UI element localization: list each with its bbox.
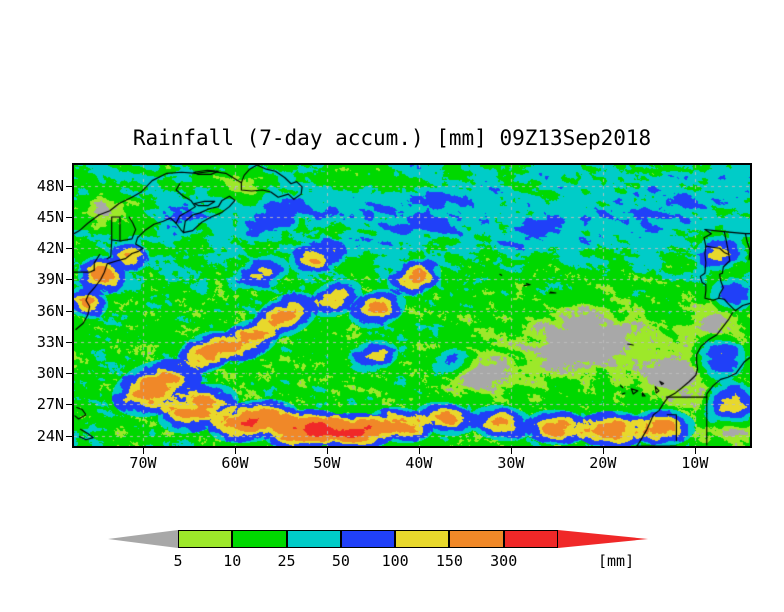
colorbar-segment [178,530,233,548]
x-axis-tick-label: 60W [221,454,249,472]
colorbar-segment [395,530,450,548]
colorbar-tick-label: 50 [331,552,350,570]
y-axis-tick-mark [66,404,72,406]
x-axis-tick-mark [326,448,328,454]
y-axis-tick-label: 48N [36,176,64,195]
x-axis-tick-mark [694,448,696,454]
colorbar-segment [286,530,341,548]
y-axis-tick-label: 39N [36,270,64,289]
colorbar-tick-label: 300 [490,552,518,570]
x-axis-tick-mark [510,448,512,454]
y-axis-tick-label: 36N [36,301,64,320]
map-plot-area [72,163,752,448]
y-axis-tick-mark [66,279,72,281]
colorbar-over-arrow [558,530,648,548]
colorbar: 5 10 25 50 100 150 300 [108,530,648,570]
x-axis-tick-label: 70W [129,454,157,472]
colorbar-segment [449,530,504,548]
x-axis-tick-mark [142,448,144,454]
x-axis-tick-label: 30W [497,454,525,472]
y-axis-tick-mark [66,341,72,343]
colorbar-segment [503,530,558,548]
colorbar-tick-label: 150 [435,552,463,570]
y-axis-tick-label: 30N [36,364,64,383]
colorbar-under-arrow [108,530,178,548]
colorbar-tick-label: 25 [277,552,296,570]
x-axis-tick-mark [418,448,420,454]
x-axis-tick-label: 20W [589,454,617,472]
colorbar-unit-label: [mm] [598,552,635,570]
x-axis-tick-label: 40W [405,454,433,472]
chart-title: Rainfall (7-day accum.) [mm] 09Z13Sep201… [132,126,652,150]
y-axis-tick-label: 27N [36,395,64,414]
x-axis-tick-mark [234,448,236,454]
colorbar-tick-label: 10 [223,552,242,570]
y-axis-tick-mark [66,310,72,312]
colorbar-segment [340,530,396,548]
y-axis-tick-label: 45N [36,208,64,227]
colorbar-tick-label: 5 [173,552,183,570]
y-axis-tick-mark [66,185,72,187]
y-axis-tick-mark [66,435,72,437]
y-axis-tick-label: 24N [36,426,64,445]
y-axis-tick-mark [66,248,72,250]
x-axis-tick-mark [602,448,604,454]
y-axis-tick-label: 33N [36,332,64,351]
y-axis-tick-mark [66,373,72,375]
y-axis-tick-label: 42N [36,239,64,258]
x-axis-tick-label: 50W [313,454,341,472]
y-axis-tick-mark [66,217,72,219]
colorbar-segment [232,530,287,548]
rainfall-heatmap-canvas [74,165,750,446]
x-axis-tick-label: 10W [681,454,709,472]
colorbar-tick-label: 100 [381,552,409,570]
